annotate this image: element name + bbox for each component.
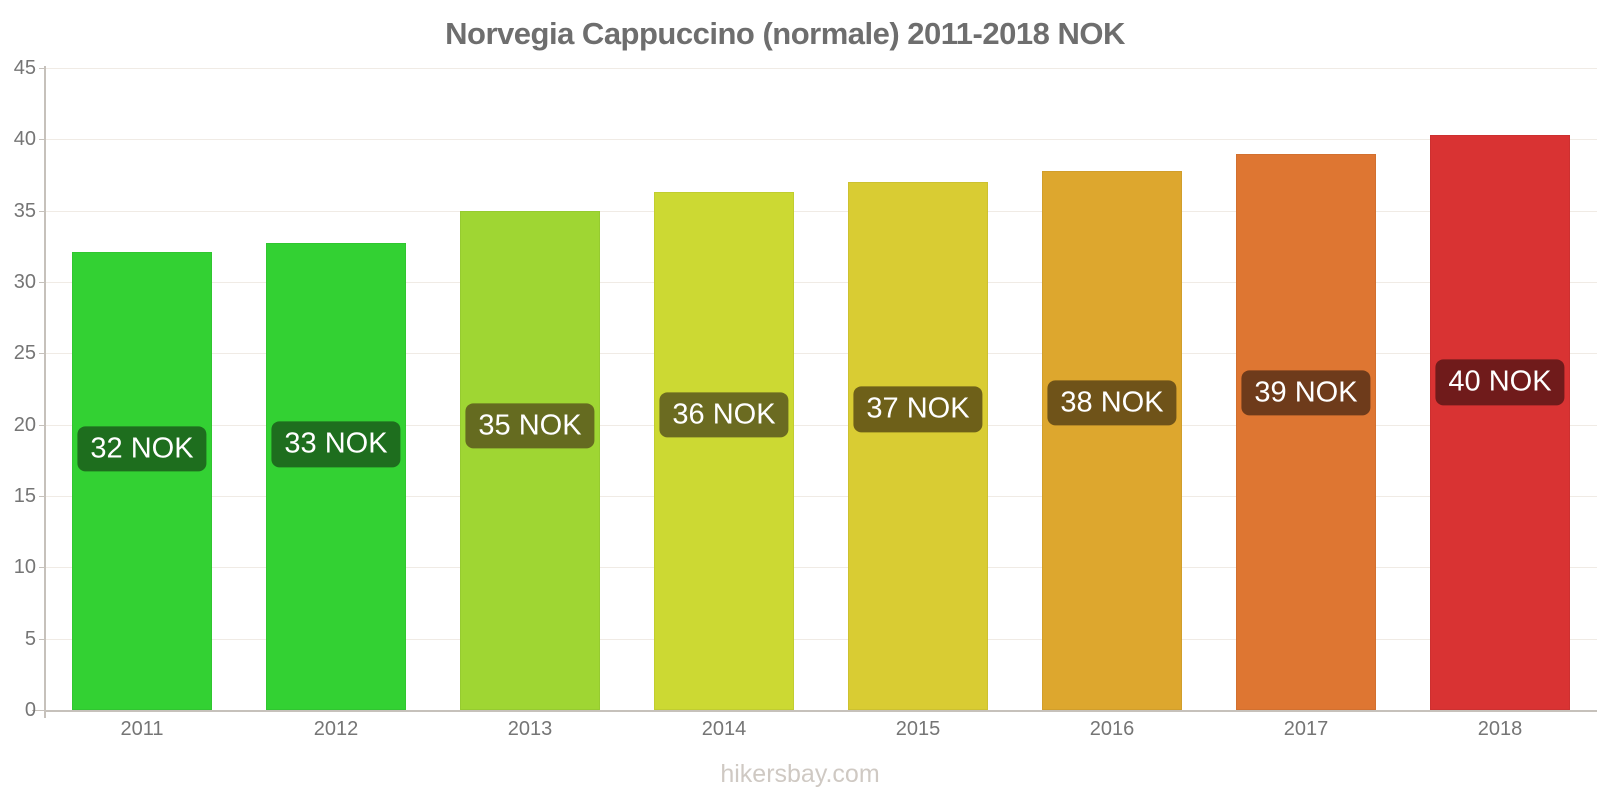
x-tick-label-2017: 2017 bbox=[1283, 718, 1329, 740]
x-tick-label-2013: 2013 bbox=[507, 718, 553, 740]
value-label-2015: 37 NOK bbox=[853, 386, 983, 432]
x-axis-line bbox=[45, 710, 1597, 712]
y-tick-label-35: 35 bbox=[13, 199, 36, 222]
gridline-10 bbox=[45, 567, 1597, 569]
y-tick-label-30: 30 bbox=[13, 271, 36, 293]
y-tick-label-15: 15 bbox=[13, 485, 36, 507]
bar-2014[interactable]: 36 NOK bbox=[654, 192, 794, 710]
bar-2018[interactable]: 40 NOK bbox=[1430, 135, 1570, 710]
x-tick-label-2011: 2011 bbox=[120, 718, 164, 740]
y-tick-label-0: 0 bbox=[24, 699, 36, 721]
y-axis-tick-0 bbox=[32, 710, 45, 711]
bar-2011[interactable]: 32 NOK bbox=[72, 252, 212, 710]
y-axis-line bbox=[44, 66, 46, 718]
y-axis-tick-5 bbox=[39, 638, 45, 640]
y-tick-label-40: 40 bbox=[13, 128, 36, 151]
value-label-2017: 39 NOK bbox=[1241, 370, 1371, 416]
bar-2016[interactable]: 38 NOK bbox=[1042, 170, 1182, 710]
gridline-40 bbox=[45, 139, 1597, 141]
x-tick-label-2014: 2014 bbox=[701, 718, 747, 740]
y-axis-tick-35 bbox=[39, 210, 45, 212]
x-tick-label-2015: 2015 bbox=[895, 718, 941, 740]
y-axis-tick-20 bbox=[39, 424, 45, 426]
watermark: hikersbay.com bbox=[720, 760, 880, 788]
gridline-15 bbox=[45, 496, 1597, 497]
chart-title: Norvegia Cappuccino (normale) 2011-2018 … bbox=[445, 16, 1125, 51]
value-label-2012: 33 NOK bbox=[271, 421, 401, 467]
value-label-2013: 35 NOK bbox=[465, 402, 595, 449]
y-axis-tick-30 bbox=[39, 282, 45, 283]
y-tick-label-10: 10 bbox=[13, 556, 36, 579]
bar-2012[interactable]: 33 NOK bbox=[266, 243, 406, 710]
y-tick-label-5: 5 bbox=[24, 627, 36, 650]
value-label-2016: 38 NOK bbox=[1047, 380, 1177, 426]
y-axis-tick-25 bbox=[39, 353, 45, 355]
y-tick-label-25: 25 bbox=[13, 342, 36, 365]
bar-2017[interactable]: 39 NOK bbox=[1236, 153, 1376, 710]
gridline-5 bbox=[45, 638, 1597, 640]
gridline-35 bbox=[45, 210, 1597, 212]
value-label-2011: 32 NOK bbox=[77, 426, 207, 472]
gridline-25 bbox=[45, 353, 1597, 355]
y-axis-tick-10 bbox=[39, 567, 45, 569]
y-tick-label-20: 20 bbox=[13, 413, 36, 436]
gridline-20 bbox=[45, 424, 1597, 426]
gridline-30 bbox=[45, 282, 1597, 283]
y-axis-tick-15 bbox=[39, 496, 45, 497]
x-tick-label-2016: 2016 bbox=[1089, 718, 1135, 740]
bar-2013[interactable]: 35 NOK bbox=[460, 210, 600, 710]
x-tick-label-2012: 2012 bbox=[313, 718, 359, 740]
x-tick-label-2018: 2018 bbox=[1477, 718, 1523, 740]
y-axis-tick-45 bbox=[39, 68, 45, 69]
gridline-45 bbox=[45, 68, 1597, 69]
y-axis-tick-40 bbox=[39, 139, 45, 141]
value-label-2014: 36 NOK bbox=[659, 392, 789, 438]
bar-2015[interactable]: 37 NOK bbox=[848, 182, 988, 710]
y-tick-label-45: 45 bbox=[13, 57, 36, 79]
value-label-2018: 40 NOK bbox=[1435, 359, 1565, 406]
